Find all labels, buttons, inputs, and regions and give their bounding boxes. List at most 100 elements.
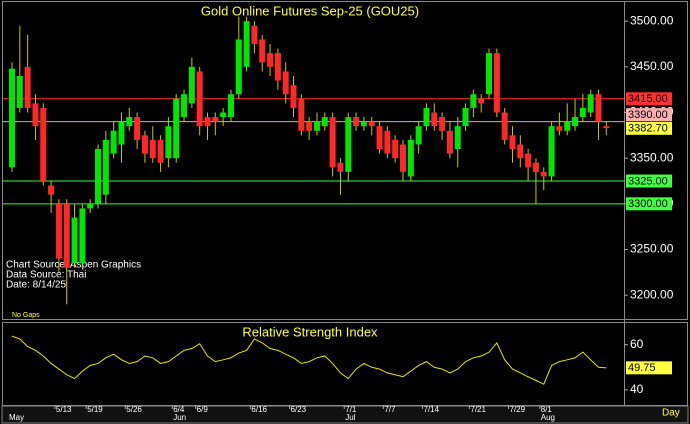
y-tick-label: 3500.00 <box>630 13 674 27</box>
candle-body <box>462 107 469 127</box>
candle-body <box>55 203 62 259</box>
x-tick-label: 6/23 <box>291 405 307 414</box>
y-tick-label: 3450.00 <box>630 59 674 73</box>
candle-body <box>149 139 156 159</box>
month-label: Aug <box>541 413 555 422</box>
x-tick-label: 7/29 <box>509 405 525 414</box>
level-label-bg <box>626 108 672 122</box>
candle-body <box>165 126 172 159</box>
candle-body <box>274 53 281 81</box>
candle-body <box>9 68 15 168</box>
candle-body <box>251 25 258 45</box>
candle-body <box>212 117 219 122</box>
candle-body <box>118 121 125 145</box>
candle-body <box>110 130 117 154</box>
candle-body <box>204 117 211 127</box>
candle-body <box>282 71 289 95</box>
month-label: Jun <box>173 413 186 422</box>
candle-body <box>102 139 109 195</box>
candle-body <box>188 66 195 104</box>
candle-body <box>227 94 234 118</box>
x-tick-label: 5/13 <box>56 405 72 414</box>
candle-body <box>196 71 203 127</box>
candle-body <box>439 117 446 131</box>
candle-body <box>579 107 586 118</box>
candle-body <box>32 103 39 127</box>
candle-body <box>157 139 164 163</box>
month-label: Jul <box>345 413 355 422</box>
candle-body <box>603 126 610 129</box>
candle-body <box>24 66 31 108</box>
candle-body <box>71 217 78 264</box>
candle-body <box>517 144 524 159</box>
candle-body <box>321 117 328 127</box>
candle-body <box>423 107 430 127</box>
candle-body <box>368 121 375 127</box>
level-label-bg <box>626 92 672 106</box>
x-tick-label: 8/1 <box>541 405 553 414</box>
candle-body <box>376 126 383 150</box>
x-tick-label: 5/19 <box>87 405 103 414</box>
candle-body <box>134 117 141 140</box>
candle-body <box>298 98 305 131</box>
y-tick-label: 60 <box>630 337 644 351</box>
candle-body <box>126 117 133 127</box>
candle-body <box>548 126 555 177</box>
candle-body <box>454 126 461 150</box>
candle-body <box>181 94 188 118</box>
candle-body <box>259 39 266 63</box>
candle-body <box>63 203 70 268</box>
candle-body <box>501 112 508 140</box>
candle-body <box>306 121 313 131</box>
x-tick-label: 6/16 <box>251 405 267 414</box>
candle-body <box>87 203 94 209</box>
candle-body <box>290 85 297 108</box>
candle-body <box>313 121 320 131</box>
level-label: 3325.00 <box>628 175 668 187</box>
level-label-bg <box>626 197 672 211</box>
candle-body <box>400 144 406 172</box>
candle-body <box>360 121 367 127</box>
last-price-label: 3382.70 <box>628 123 668 135</box>
candle-body <box>353 117 360 127</box>
candle-body <box>48 185 55 195</box>
candle-body <box>525 153 532 168</box>
source-note: Chart Source: Aspen Graphics <box>6 260 141 271</box>
candle-body <box>337 162 344 172</box>
candle-body <box>40 107 47 182</box>
level-label-bg <box>626 174 672 188</box>
candle-body <box>478 98 485 104</box>
month-label: May <box>9 413 24 422</box>
candle-body <box>486 53 493 95</box>
candle-body <box>587 94 594 113</box>
candle-body <box>415 126 422 145</box>
date-note: Date: 8/14/25 <box>6 280 66 291</box>
last-rsi-label: 49.75 <box>628 362 656 374</box>
x-tick-label: 6/9 <box>197 405 209 414</box>
candle-body <box>95 149 102 204</box>
price-panel <box>2 1 688 320</box>
level-label: 3415.00 <box>628 93 668 105</box>
date-strip <box>1 405 689 424</box>
x-tick-label: 7/21 <box>470 405 486 414</box>
candle-body <box>345 117 352 172</box>
candle-body <box>267 53 274 67</box>
candle-body <box>407 139 414 177</box>
y-tick-label: 3250.00 <box>630 242 674 256</box>
candle-body <box>556 126 563 131</box>
candle-body <box>509 135 516 150</box>
y-tick-label: 3200.00 <box>630 287 674 301</box>
x-unit: Day <box>662 408 680 419</box>
x-tick-label: 7/1 <box>345 405 357 414</box>
candle-body <box>446 130 453 154</box>
candle-body <box>235 39 242 95</box>
candle-body <box>173 98 180 159</box>
candle-body <box>243 21 250 67</box>
x-tick-label: 6/4 <box>173 405 185 414</box>
candle-body <box>141 135 148 154</box>
y-tick-label: 40 <box>630 382 644 396</box>
candle-body <box>572 117 579 127</box>
